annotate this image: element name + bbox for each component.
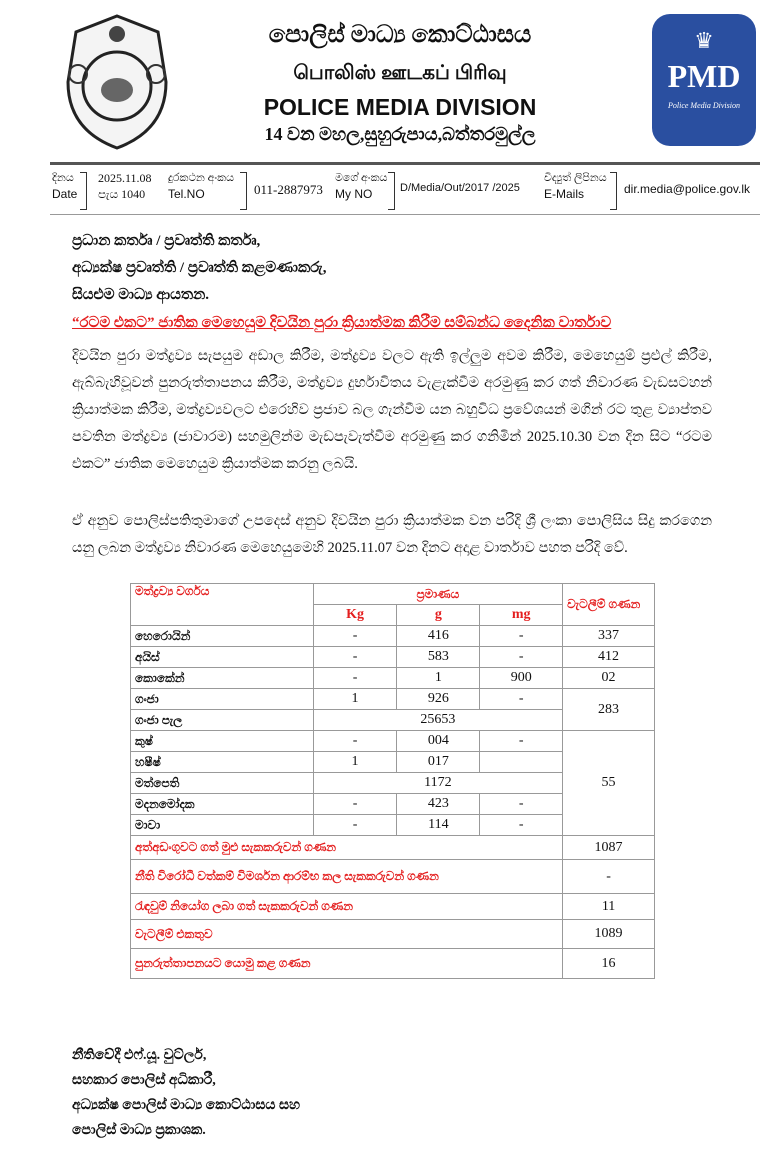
header-mg: mg bbox=[479, 604, 564, 626]
date-value: 2025.11.08 පැය 1040 bbox=[98, 171, 152, 201]
bracket bbox=[610, 172, 617, 210]
bracket bbox=[240, 172, 247, 210]
signature-title: සහකාර පොලිස් අධිකාරී, bbox=[72, 1073, 216, 1088]
table-row: මදනමෝදක -423- bbox=[130, 793, 655, 815]
table-row: ගංජා 1 926-283 bbox=[130, 688, 655, 731]
table-row: අයිස් -583-412 bbox=[130, 646, 655, 668]
tel-label: දුරකථන අංකය Tel.NO bbox=[168, 172, 234, 201]
summary-row: රැඳවුම් නියෝග ලබා ගත් සැකකරුවන් ගණන 11 bbox=[129, 893, 655, 920]
email-value: dir.media@police.gov.lk bbox=[624, 182, 751, 196]
title-sinhala: පොලිස් මාධ්‍ය කොට්ඨාසය bbox=[268, 22, 532, 48]
summary-row: නීති විරෝධී වත්කම් විමර්ශන ආරම්භ කල සැකක… bbox=[129, 859, 655, 894]
table-row: හෙරොයින් -416-337 bbox=[130, 625, 655, 647]
bracket bbox=[80, 172, 87, 210]
header-arrests: වැටලීම් ගණන bbox=[562, 583, 655, 626]
divider bbox=[50, 214, 760, 215]
tel-value: 011-2887973 bbox=[254, 182, 323, 197]
pmd-logo: ♛ PMD Police Media Division bbox=[652, 14, 756, 146]
drug-seizure-table: මත්ද්‍රව්‍ය වර්ගය ප්‍රමාණය වැටලීම් ගණන Kg g… bbox=[129, 583, 655, 979]
title-english: POLICE MEDIA DIVISION bbox=[263, 94, 537, 120]
bracket bbox=[388, 172, 395, 210]
paragraph: දිවයින පුරා මත්ද්‍රව්‍ය සැපයුම අඩාල කිරී… bbox=[72, 348, 712, 472]
addressee: ප්‍රධාන කර්තෘ / ප්‍රවෘත්ති කර්තෘ, bbox=[72, 233, 261, 249]
table-row: ගංජා පැල 25653 bbox=[130, 709, 655, 731]
summary-row: පුනරුත්තාපනයට යොමු කළ ගණන 16 bbox=[129, 948, 655, 979]
table-row: මාවා -114- bbox=[130, 814, 655, 836]
addressee: සියළුම මාධ්‍ය ආයතන. bbox=[72, 287, 210, 303]
signature-title: පොලිස් මාධ්‍ය ප්‍රකාශක. bbox=[72, 1123, 206, 1138]
table-row: හෂීෂ් 1 017 bbox=[130, 751, 655, 773]
signature-title: අධ්‍යක්ෂ පොලිස් මාධ්‍ය කොට්ඨාසය සහ bbox=[72, 1098, 301, 1113]
date-label: දිනය Date bbox=[52, 172, 78, 201]
header-g: g bbox=[396, 604, 481, 626]
signature-name: නීතිවේදී එෆ්.යූ. වුට්ලර්, bbox=[72, 1048, 207, 1063]
myno-label: මගේ අංකය My NO bbox=[335, 172, 388, 201]
subject: “රටම එකට” ජාතික මෙහෙයුම දිවයින පුරා ක්‍ර… bbox=[72, 315, 612, 331]
table-row: කොකේන් -1 900 02 bbox=[130, 667, 655, 689]
header-kg: Kg bbox=[312, 604, 398, 626]
title-tamil: பொலிஸ் ஊடகப் பிரிவு bbox=[293, 62, 507, 84]
header-quantity: ප්‍රමාණය bbox=[312, 583, 564, 605]
police-emblem-logo bbox=[58, 12, 176, 152]
summary-row: වැටලීම් එකතුව 1089 bbox=[129, 919, 655, 949]
divider bbox=[50, 162, 760, 165]
myno-value: D/Media/Out/2017 /2025 bbox=[400, 182, 520, 194]
addressee: අධ්‍යක්ෂ ප්‍රවෘත්ති / ප්‍රවෘත්ති කළමණාකර… bbox=[72, 260, 327, 276]
address: 14 වන මහල,සුහුරුපාය,බත්තරමුල්ල bbox=[264, 124, 536, 144]
header-type: මත්ද්‍රව්‍ය වර්ගය bbox=[130, 583, 314, 626]
table-row: මත්පෙති 1172 bbox=[130, 772, 655, 794]
summary-row: අත්අඩංගුවට ගත් මුළු සැකකරුවන් ගණන 1087 bbox=[129, 835, 655, 860]
paragraph: ඒ අනුව පොලිස්පතිතුමාගේ උපදෙස් අනුව දිවයි… bbox=[72, 513, 712, 556]
email-label: විද්‍යුත් ලිපිනය E-Mails bbox=[544, 172, 607, 201]
table-row: කුෂ් -004-55 bbox=[130, 730, 655, 836]
